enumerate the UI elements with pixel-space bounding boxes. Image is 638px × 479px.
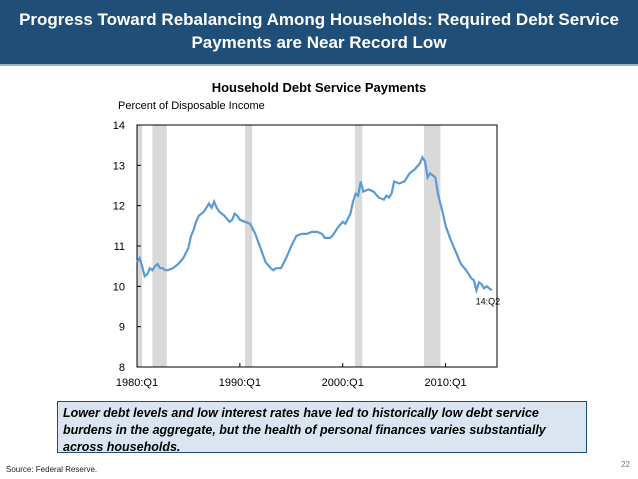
y-tick-label: 11 [114, 241, 125, 253]
header-divider [0, 64, 638, 66]
y-tick-label: 10 [113, 281, 125, 293]
page-number: 22 [621, 460, 630, 469]
slide-title-line-1: Progress Toward Rebalancing Among Househ… [19, 10, 619, 29]
x-tick-label: 2000:Q1 [322, 377, 364, 389]
y-tick-label: 9 [119, 322, 125, 334]
y-tick-label: 14 [113, 120, 125, 132]
y-axis-label: Percent of Disposable Income [118, 100, 265, 112]
y-tick-label: 12 [113, 201, 125, 213]
series-line [136, 154, 493, 295]
slide-title-line-2: Payments are Near Record Low [191, 33, 447, 52]
x-tick-label: 1980:Q1 [116, 377, 158, 389]
axes: 8 9 10 11 12 13 14 1980:Q1 1990:Q1 2000:Q1 2010:Q1 [113, 120, 467, 389]
chart-title: Household Debt Service Payments [212, 80, 427, 95]
callout-text: Lower debt levels and low interest rates… [63, 406, 546, 454]
slide-header: Progress Toward Rebalancing Among Househ… [0, 0, 638, 64]
recession-band-3 [355, 125, 363, 367]
debt-service-chart: 8 9 10 11 12 13 14 1980:Q1 1990:Q1 2000:Q1 2010:Q1… [113, 80, 501, 389]
recession-band-1 [152, 125, 167, 367]
end-annotation: 14:Q2 [476, 296, 501, 306]
recession-band-4 [423, 125, 441, 367]
x-tick-label: 2010:Q1 [424, 377, 466, 389]
plot-frame [136, 124, 498, 368]
callout-box: Lower debt levels and low interest rates… [57, 401, 587, 454]
y-tick-label: 13 [113, 160, 125, 172]
x-tick-label: 1990:Q1 [219, 377, 261, 389]
source-note: Source: Federal Reserve. [6, 465, 98, 474]
y-tick-label: 8 [119, 362, 125, 374]
recession-band-2 [245, 125, 253, 367]
recession-bands [137, 125, 441, 367]
